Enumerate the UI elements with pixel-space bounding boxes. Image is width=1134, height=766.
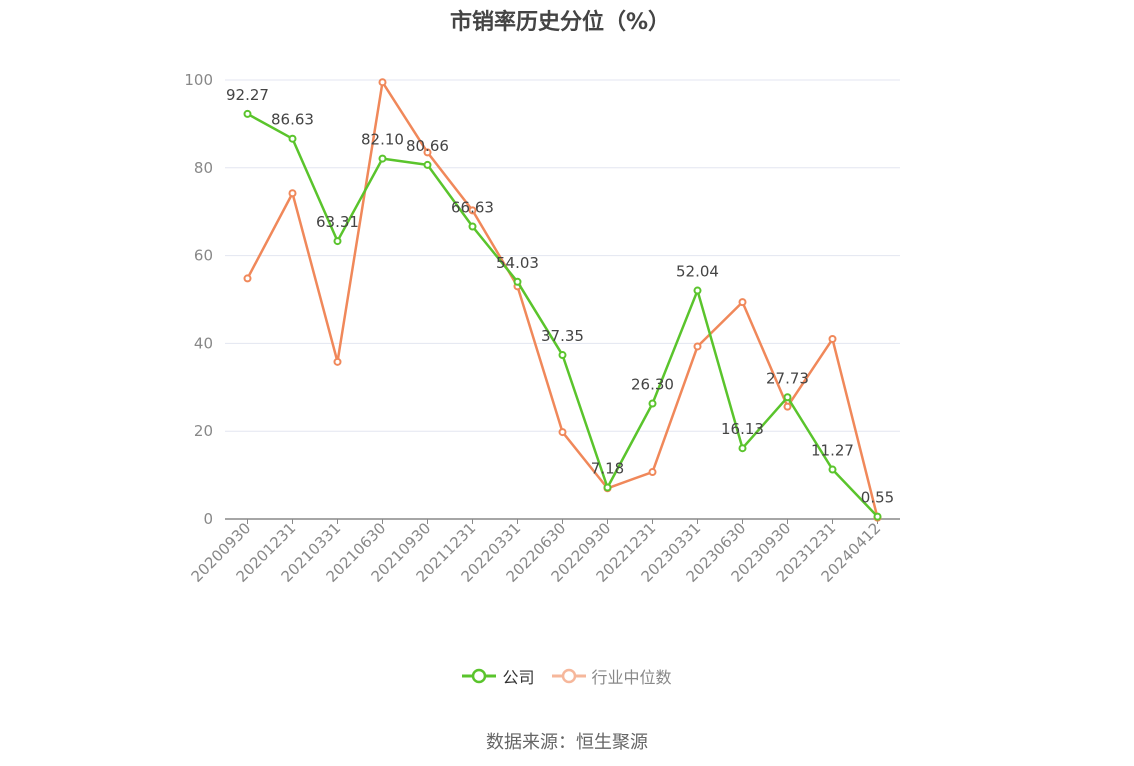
data-point-industry bbox=[828, 335, 837, 344]
data-point-company bbox=[288, 134, 297, 143]
line-chart: 0204060801002020093020201231202103312021… bbox=[184, 71, 900, 586]
data-label: 54.03 bbox=[496, 254, 539, 272]
data-label: 82.10 bbox=[361, 131, 404, 149]
data-label: 86.63 bbox=[271, 111, 314, 129]
data-point-company bbox=[513, 277, 522, 286]
data-point-company bbox=[648, 399, 657, 408]
data-label: 66.63 bbox=[451, 198, 494, 216]
data-point-company bbox=[378, 154, 387, 163]
data-point-industry bbox=[468, 206, 477, 215]
data-point-industry bbox=[558, 428, 567, 437]
data-point-company bbox=[243, 109, 252, 118]
data-point-industry bbox=[423, 148, 432, 157]
data-point-company bbox=[423, 160, 432, 169]
data-source: 数据来源：恒生聚源 bbox=[486, 732, 648, 753]
data-point-industry bbox=[243, 274, 252, 283]
data-label: 52.04 bbox=[676, 263, 719, 281]
y-tick-label: 60 bbox=[194, 247, 213, 265]
legend-industry-label: 行业中位数 bbox=[591, 668, 672, 687]
legend-item-company[interactable]: 公司 bbox=[462, 664, 534, 688]
data-label: 92.27 bbox=[226, 86, 269, 104]
data-point-industry bbox=[693, 342, 702, 351]
data-label: 63.31 bbox=[316, 213, 359, 231]
chart-title: 市销率历史分位（%） bbox=[449, 10, 671, 35]
data-point-industry bbox=[783, 402, 792, 411]
data-point-company bbox=[783, 393, 792, 402]
data-point-company bbox=[333, 237, 342, 246]
data-point-industry bbox=[333, 357, 342, 366]
y-tick-label: 40 bbox=[194, 334, 213, 352]
data-label: 7.18 bbox=[591, 459, 624, 477]
data-label: 11.27 bbox=[811, 442, 854, 460]
legend-company-marker-icon bbox=[462, 668, 497, 684]
legend-industry-marker-icon bbox=[551, 668, 586, 684]
data-point-company bbox=[873, 512, 882, 521]
data-point-company bbox=[468, 222, 477, 231]
data-label: 16.13 bbox=[721, 420, 764, 438]
data-point-company bbox=[693, 286, 702, 295]
data-point-company bbox=[558, 351, 567, 360]
data-label: 26.30 bbox=[631, 376, 674, 394]
grid-lines bbox=[225, 79, 900, 432]
y-tick-label: 20 bbox=[194, 422, 213, 440]
data-label: 80.66 bbox=[406, 137, 449, 155]
series-line-company bbox=[246, 112, 879, 518]
data-label: 37.35 bbox=[541, 327, 584, 345]
data-point-industry bbox=[378, 78, 387, 87]
legend-company-label: 公司 bbox=[502, 668, 535, 687]
series-lines bbox=[243, 78, 882, 522]
y-tick-label: 0 bbox=[203, 510, 213, 528]
data-point-company bbox=[828, 465, 837, 474]
y-tick-label: 80 bbox=[194, 159, 213, 177]
data-point-company bbox=[603, 483, 612, 492]
legend: 公司 行业中位数 bbox=[0, 664, 1134, 688]
data-point-industry bbox=[288, 189, 297, 198]
data-point-industry bbox=[648, 468, 657, 477]
data-label: 0.55 bbox=[861, 489, 894, 507]
legend-item-industry[interactable]: 行业中位数 bbox=[551, 664, 672, 688]
series-line-industry bbox=[246, 80, 879, 518]
data-label: 27.73 bbox=[766, 369, 809, 387]
y-tick-label: 100 bbox=[184, 71, 213, 89]
data-point-company bbox=[738, 444, 747, 453]
data-point-industry bbox=[738, 298, 747, 307]
